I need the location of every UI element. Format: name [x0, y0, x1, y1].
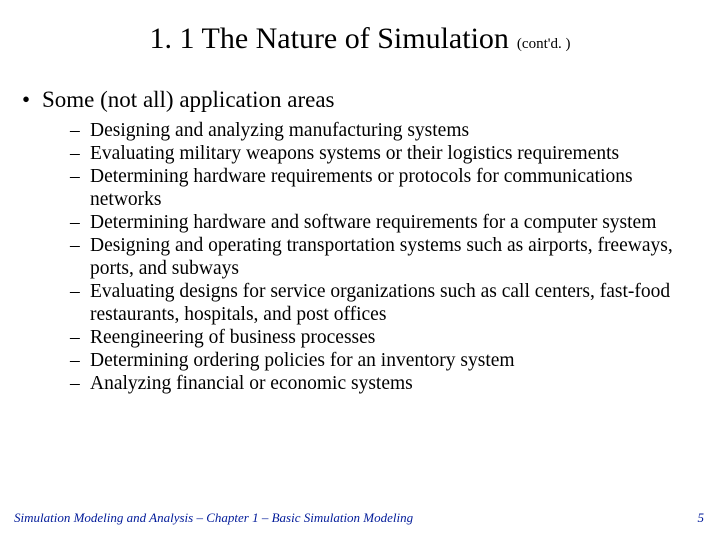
list-item-label: Determining hardware requirements or pro… — [90, 166, 633, 210]
list-item-label: Designing and analyzing manufacturing sy… — [90, 120, 469, 141]
page-number: 5 — [698, 510, 705, 526]
list-item-label: Reengineering of business processes — [90, 327, 375, 348]
list-item: Analyzing financial or economic systems — [70, 372, 700, 395]
list-item-label: Evaluating designs for service organizat… — [90, 281, 670, 325]
list-item: Determining ordering policies for an inv… — [70, 349, 700, 372]
title-suffix: (cont'd. ) — [517, 36, 571, 52]
list-item: Some (not all) application areas Designi… — [20, 86, 700, 395]
list-item-label: Some (not all) application areas — [42, 87, 335, 112]
list-item: Reengineering of business processes — [70, 326, 700, 349]
list-item: Designing and operating transportation s… — [70, 234, 700, 280]
list-item-label: Determining ordering policies for an inv… — [90, 350, 515, 371]
list-item: Designing and analyzing manufacturing sy… — [70, 119, 700, 142]
list-item: Evaluating designs for service organizat… — [70, 280, 700, 326]
slide: 1. 1 The Nature of Simulation (cont'd. )… — [0, 0, 720, 540]
list-item-label: Analyzing financial or economic systems — [90, 373, 413, 394]
list-item: Evaluating military weapons systems or t… — [70, 142, 700, 165]
bullet-list-level2: Designing and analyzing manufacturing sy… — [42, 119, 700, 395]
slide-title: 1. 1 The Nature of Simulation (cont'd. ) — [0, 22, 720, 56]
list-item: Determining hardware and software requir… — [70, 211, 700, 234]
list-item-label: Evaluating military weapons systems or t… — [90, 143, 619, 164]
slide-body: Some (not all) application areas Designi… — [20, 86, 700, 401]
title-main: 1. 1 The Nature of Simulation — [150, 22, 509, 55]
bullet-list-level1: Some (not all) application areas Designi… — [20, 86, 700, 395]
list-item-label: Designing and operating transportation s… — [90, 235, 673, 279]
list-item-label: Determining hardware and software requir… — [90, 212, 656, 233]
list-item: Determining hardware requirements or pro… — [70, 165, 700, 211]
footer-text: Simulation Modeling and Analysis – Chapt… — [14, 510, 706, 526]
